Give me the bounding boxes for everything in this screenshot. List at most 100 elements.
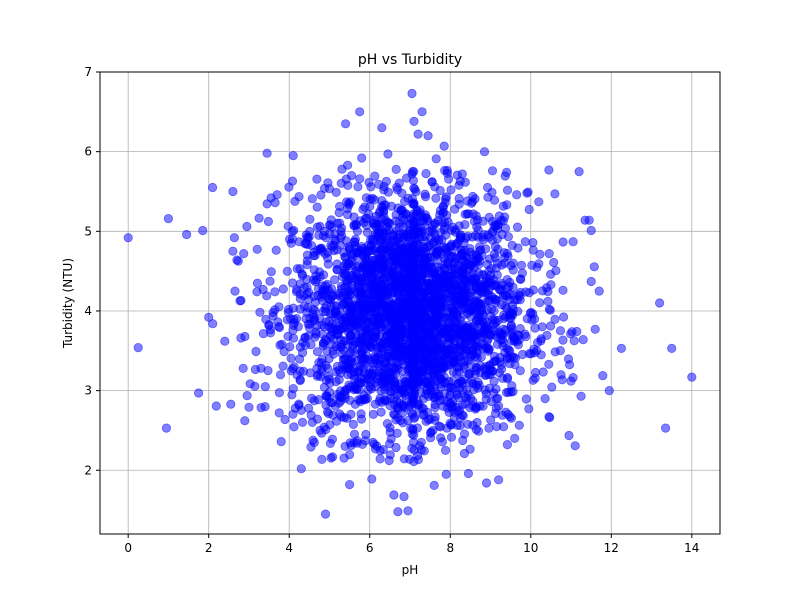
- data-point: [528, 245, 538, 255]
- data-point: [463, 390, 473, 400]
- data-points: [123, 88, 697, 519]
- data-point: [514, 330, 524, 341]
- data-point: [229, 233, 239, 243]
- data-point: [344, 479, 355, 490]
- data-point: [528, 285, 539, 295]
- data-point: [334, 201, 345, 211]
- data-point: [286, 353, 296, 363]
- data-point: [569, 336, 579, 346]
- data-point: [270, 198, 280, 208]
- data-point: [391, 164, 401, 174]
- data-point: [403, 506, 413, 516]
- data-point: [254, 213, 264, 223]
- data-point: [586, 276, 596, 287]
- data-point: [302, 289, 312, 299]
- data-point: [429, 480, 439, 490]
- data-point: [484, 212, 494, 222]
- data-point: [290, 196, 300, 206]
- data-point: [459, 357, 469, 367]
- data-point: [240, 331, 250, 342]
- data-point: [566, 376, 576, 386]
- data-point: [364, 340, 375, 350]
- data-point: [245, 379, 255, 389]
- data-point: [273, 317, 283, 327]
- data-point: [469, 328, 479, 338]
- data-point: [430, 330, 440, 340]
- data-point: [242, 390, 252, 401]
- data-point: [503, 232, 513, 242]
- data-point: [594, 286, 604, 296]
- data-point: [504, 281, 514, 292]
- data-point: [471, 277, 482, 287]
- x-tick-label: 6: [366, 541, 374, 555]
- data-point: [272, 190, 282, 200]
- data-point: [493, 475, 504, 485]
- data-point: [543, 296, 553, 306]
- data-point: [461, 252, 471, 262]
- data-point: [163, 214, 173, 224]
- data-point: [278, 284, 288, 294]
- data-point: [465, 402, 475, 413]
- data-point: [431, 317, 441, 327]
- data-point: [358, 243, 368, 254]
- data-point: [329, 246, 339, 256]
- data-point: [502, 200, 512, 210]
- data-point: [389, 490, 399, 500]
- data-point: [486, 415, 496, 425]
- data-point: [280, 414, 290, 425]
- data-point: [198, 225, 208, 236]
- data-point: [452, 420, 462, 430]
- data-point: [584, 215, 594, 225]
- data-point: [309, 437, 319, 448]
- data-point: [309, 314, 320, 325]
- data-point: [313, 290, 323, 301]
- data-point: [367, 234, 377, 244]
- data-point: [263, 216, 273, 227]
- data-point: [342, 160, 353, 170]
- data-point: [386, 434, 396, 444]
- data-point: [482, 182, 493, 193]
- data-point: [431, 193, 441, 203]
- data-point: [324, 387, 335, 397]
- data-point: [459, 448, 469, 459]
- data-point: [290, 403, 300, 413]
- data-point: [345, 395, 355, 405]
- data-point: [239, 249, 249, 259]
- data-point: [252, 244, 262, 254]
- x-tick-label: 14: [684, 541, 699, 555]
- data-point: [339, 269, 349, 279]
- data-point: [278, 361, 288, 371]
- data-point: [350, 240, 360, 250]
- data-point: [339, 248, 349, 258]
- data-point: [357, 300, 367, 311]
- data-point: [255, 307, 265, 317]
- data-point: [274, 302, 284, 312]
- data-point: [500, 252, 510, 263]
- data-point: [524, 404, 534, 414]
- data-point: [315, 272, 325, 282]
- data-point: [369, 314, 379, 324]
- y-tick-label: 2: [84, 463, 92, 477]
- data-point: [336, 223, 347, 233]
- data-point: [438, 351, 448, 361]
- data-point: [398, 320, 408, 331]
- data-point: [434, 421, 444, 431]
- data-point: [288, 151, 298, 161]
- data-point: [133, 342, 143, 353]
- data-point: [421, 416, 431, 426]
- data-point: [230, 286, 240, 296]
- data-point: [475, 368, 485, 378]
- data-point: [332, 361, 342, 372]
- data-point: [337, 349, 347, 359]
- data-point: [274, 387, 284, 398]
- data-point: [398, 209, 409, 219]
- data-point: [667, 343, 677, 353]
- data-point: [383, 149, 393, 159]
- data-point: [456, 376, 466, 386]
- data-point: [687, 372, 697, 382]
- data-point: [388, 334, 398, 344]
- data-point: [382, 311, 392, 322]
- y-tick-label: 5: [84, 224, 92, 238]
- data-point: [507, 310, 518, 320]
- data-point: [604, 385, 614, 396]
